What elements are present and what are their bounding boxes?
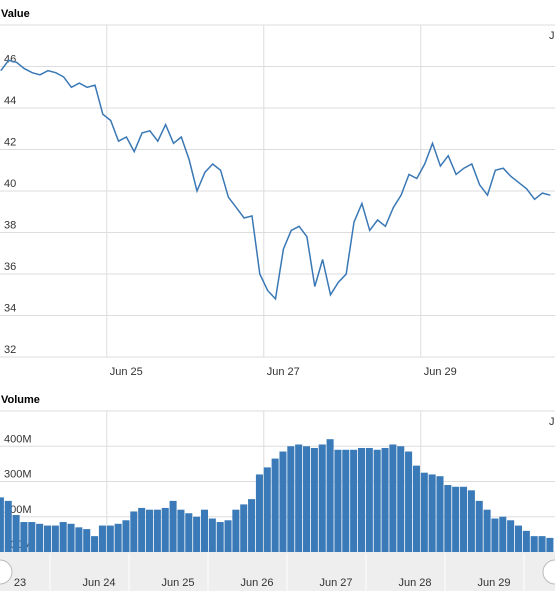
x-tick-label: Jun 27 [267, 366, 300, 378]
volume-bar [169, 500, 177, 552]
annotation: J [549, 416, 555, 428]
annotation: J [549, 30, 555, 42]
volume-bar [216, 522, 224, 552]
y-tick-label: 38 [4, 220, 16, 232]
volume-bar [106, 525, 114, 552]
volume-bar [138, 507, 146, 552]
volume-bar [538, 536, 546, 552]
volume-bar [452, 486, 460, 552]
y-tick-label: 44 [4, 95, 16, 107]
volume-bar [357, 448, 366, 552]
volume-bar [200, 509, 209, 552]
volume-bar [522, 530, 530, 552]
volume-bar [326, 439, 334, 552]
volume-bar [365, 448, 373, 552]
volume-bar [98, 525, 106, 552]
volume-bar [4, 500, 12, 552]
volume-bar [271, 458, 279, 552]
volume-bar [507, 520, 515, 552]
volume-bar [514, 525, 523, 552]
volume-bar [208, 518, 216, 552]
volume-bar [255, 474, 263, 552]
volume-bar [350, 449, 358, 552]
navigator-label: 23 [14, 577, 26, 589]
volume-bar [43, 525, 52, 552]
volume-bar [546, 537, 554, 552]
volume-bar [295, 444, 303, 552]
volume-bar [122, 520, 130, 552]
volume-bar [240, 504, 248, 552]
volume-bar [193, 516, 201, 552]
volume-bar [279, 451, 287, 552]
navigator-handle[interactable] [0, 559, 13, 585]
x-tick-label: Jun 29 [424, 366, 457, 378]
volume-bar [436, 476, 444, 552]
navigator-label: Jun 24 [82, 577, 115, 589]
volume-bar [373, 449, 381, 552]
volume-bar [530, 536, 538, 552]
volume-bar [232, 509, 240, 552]
panel-title: Value [1, 8, 30, 20]
volume-bar [405, 451, 413, 552]
panel-title: Volume [1, 394, 40, 406]
y-tick-label: 40 [4, 178, 16, 190]
volume-bar [224, 520, 232, 552]
navigator-label: Jun 29 [477, 577, 510, 589]
volume-bar [146, 509, 154, 552]
y-tick-label: 400M [4, 433, 32, 445]
volume-bar [287, 446, 295, 552]
volume-bar [460, 486, 468, 552]
price-line [0, 59, 551, 301]
volume-bar [83, 529, 91, 552]
navigator-label: Jun 26 [240, 577, 273, 589]
y-tick-label: 36 [4, 261, 16, 273]
volume-bar [75, 527, 83, 552]
volume-bar [334, 449, 342, 552]
volume-bar [12, 514, 20, 552]
volume-bar [389, 444, 397, 552]
volume-bar [185, 513, 193, 552]
x-tick-label: Jun 25 [110, 366, 143, 378]
volume-bar [310, 448, 318, 552]
volume-bar [20, 522, 28, 552]
volume-bar [397, 446, 405, 552]
volume-bar [51, 525, 59, 552]
volume-bar [130, 511, 138, 552]
volume-bar [28, 522, 36, 552]
volume-bar [248, 499, 256, 552]
volume-bar [303, 446, 311, 552]
volume-bar [318, 444, 326, 552]
volume-bar [342, 449, 350, 552]
navigator-handle[interactable] [542, 559, 555, 585]
y-tick-label: 300M [4, 469, 32, 481]
volume-bar [467, 490, 475, 552]
volume-bar [420, 472, 428, 552]
y-tick-label: 32 [4, 344, 16, 356]
volume-bar [161, 507, 169, 552]
volume-bar [381, 448, 389, 552]
volume-bar [499, 516, 507, 552]
volume-bar [91, 536, 99, 552]
navigator-label: Jun 27 [319, 577, 352, 589]
volume-bar [444, 485, 452, 552]
navigator-label: Jun 25 [161, 577, 194, 589]
volume-bar [412, 465, 420, 552]
volume-bar [114, 523, 122, 552]
volume-bar [67, 523, 75, 552]
navigator-label: Jun 28 [398, 577, 431, 589]
y-tick-label: 34 [4, 303, 16, 315]
volume-bar [475, 500, 483, 552]
volume-bar [428, 474, 436, 552]
volume-bar [59, 522, 67, 552]
volume-bar [153, 509, 161, 552]
volume-bar [177, 509, 185, 552]
volume-bar [483, 509, 491, 552]
volume-bar [263, 467, 271, 552]
volume-bar [0, 497, 4, 552]
navigator[interactable] [0, 553, 555, 591]
volume-bar [491, 518, 499, 552]
volume-bar [36, 523, 44, 552]
y-tick-label: 42 [4, 137, 16, 149]
